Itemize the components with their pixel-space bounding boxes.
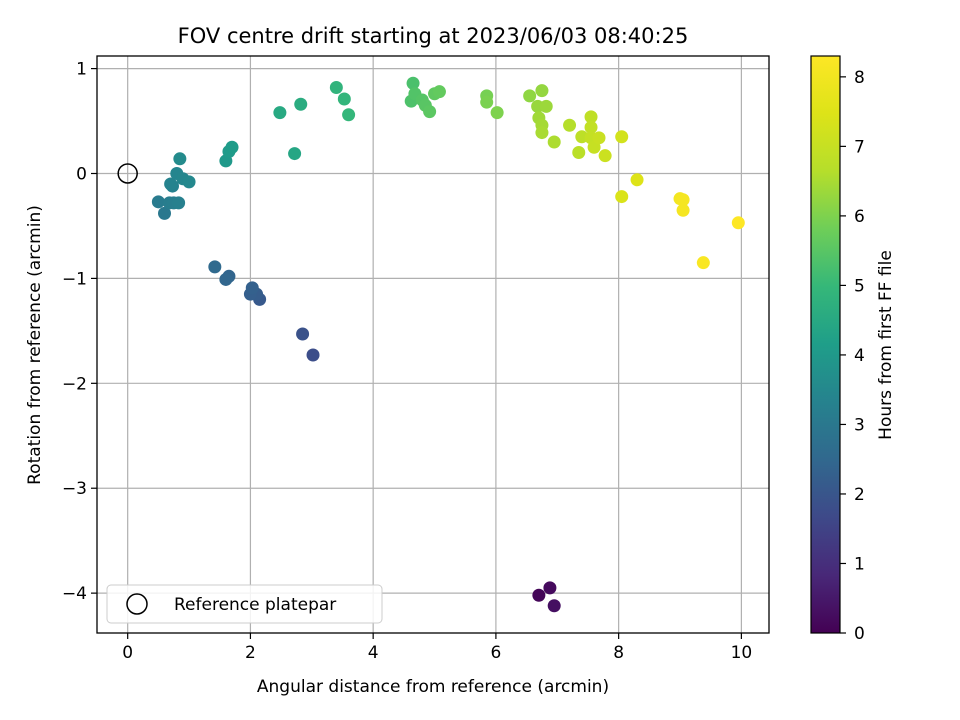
scatter-point [543,581,557,595]
colorbar-tick-label: 6 [854,207,865,227]
scatter-point [158,206,172,220]
scatter-point [630,173,644,187]
scatter-point [294,97,308,111]
scatter-point [296,327,310,341]
colorbar-tick-label: 3 [854,415,865,435]
scatter-point [535,84,549,98]
scatter-point [164,177,178,191]
legend-entry-label: Reference platepar [174,595,336,615]
scatter-point [572,146,586,160]
scatter-point [584,120,598,134]
scatter-point [406,76,420,90]
scatter-point [532,588,546,602]
x-axis-label: Angular distance from reference (arcmin) [257,677,609,697]
colorbar-tick-label: 2 [854,485,865,505]
scatter-point [182,175,196,189]
scatter-point [337,92,351,106]
scatter-point [490,106,504,120]
scatter-point [329,80,343,94]
scatter-point [523,89,537,103]
scatter-point [535,126,549,140]
scatter-point [219,272,233,286]
scatter-point [480,95,494,109]
colorbar-ticks: 0 1 2 3 4 5 6 7 8 [840,68,865,644]
scatter-point [598,149,612,163]
legend-box [106,584,383,624]
y-tick-label: −3 [62,479,87,499]
scatter-point [432,85,446,99]
colorbar-tick-label: 8 [854,68,865,88]
scatter-point [676,193,690,207]
grid [97,56,769,633]
x-tick-label: 8 [613,643,624,663]
data-points [151,76,745,613]
scatter-point [731,216,745,230]
colorbar [810,55,841,634]
legend: Reference platepar [106,584,383,624]
scatter-point [225,140,239,154]
scatter-point [615,130,629,144]
y-axis-ticks: −4 −3 −2 −1 0 1 [62,60,97,604]
colorbar-tick-label: 0 [854,624,865,644]
reference-point-marker [117,163,138,184]
x-tick-label: 10 [731,643,753,663]
scatter-point [208,260,222,274]
scatter-point [592,131,606,145]
colorbar-tick-label: 1 [854,554,865,574]
scatter-point [288,147,302,161]
legend-open-circle-icon [126,593,148,615]
scatter-point [615,190,629,204]
x-tick-label: 4 [368,643,379,663]
y-tick-label: 0 [76,164,87,184]
chart-title: FOV centre drift starting at 2023/06/03 … [178,24,689,48]
scatter-point [173,152,187,166]
x-axis-ticks: 0 2 4 6 8 10 [122,633,752,663]
scatter-point [539,99,553,113]
x-tick-label: 6 [490,643,501,663]
scatter-point [696,256,710,270]
colorbar-label: Hours from first FF file [876,250,896,440]
scatter-point [245,281,259,295]
scatter-point [563,118,577,132]
x-tick-label: 2 [245,643,256,663]
y-tick-label: −4 [62,584,87,604]
plot-frame [96,55,770,634]
scatter-point [584,110,598,124]
y-axis-label: Rotation from reference (arcmin) [25,205,45,485]
x-tick-label: 0 [122,643,133,663]
scatter-point [676,203,690,217]
scatter-point [547,599,561,613]
scatter-point [342,108,356,122]
scatter-point [423,105,437,119]
y-tick-label: −1 [62,269,87,289]
scatter-point [547,135,561,149]
colorbar-tick-label: 7 [854,137,865,157]
colorbar-tick-label: 5 [854,276,865,296]
scatter-point [151,195,165,209]
scatter-point [273,106,287,120]
y-tick-label: −2 [62,374,87,394]
y-tick-label: 1 [76,60,87,80]
scatter-point [172,196,186,210]
scatter-point [306,348,320,362]
colorbar-tick-label: 4 [854,346,865,366]
